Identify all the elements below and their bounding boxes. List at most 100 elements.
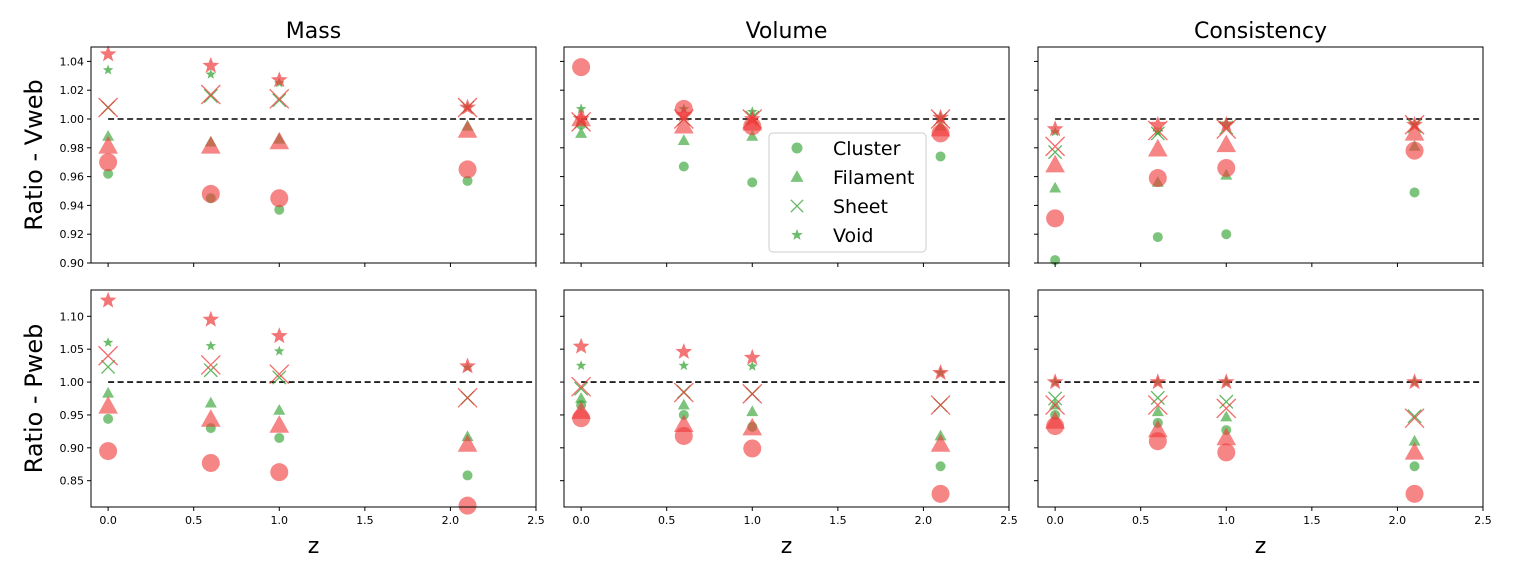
- point-red-cluster-r1-c0-1: [201, 453, 220, 472]
- point-green-cluster-r0-c0-0-shape: [103, 168, 114, 179]
- point-green-filament-r1-c2-0: [1049, 398, 1062, 410]
- x-tick-label-c2-0: 0.0: [1046, 514, 1064, 527]
- point-red-sheet-r0-c0-2-shape: [269, 88, 290, 109]
- point-green-filament-r0-c0-0: [102, 129, 115, 141]
- point-red-void-r1-c2-3: [1406, 373, 1423, 390]
- point-green-void-r1-c0-0-shape: [102, 337, 114, 348]
- legend-marker-filament-shape: [790, 170, 804, 182]
- point-red-filament-r1-c2-2: [1216, 427, 1237, 446]
- point-red-filament-r1-c0-0: [98, 396, 118, 414]
- point-green-filament-r1-c2-1: [1151, 405, 1164, 417]
- point-green-void-r0-c0-0-shape: [102, 64, 114, 75]
- point-red-cluster-r1-c1-2: [743, 439, 762, 458]
- point-red-filament-r1-c1-0: [571, 401, 591, 419]
- point-red-filament-r0-c2-1: [1147, 138, 1168, 157]
- point-red-sheet-r1-c0-0-shape: [98, 345, 119, 366]
- point-green-void-r1-c1-1: [678, 360, 690, 371]
- point-red-filament-r1-c2-0: [1045, 411, 1065, 429]
- x-tick-label-c1-1: 0.5: [658, 514, 676, 527]
- point-red-sheet-r1-c1-3: [930, 395, 951, 416]
- point-green-filament-r0-c1-1-shape: [677, 134, 690, 146]
- point-red-filament-r1-c0-3-shape: [457, 434, 478, 452]
- point-red-filament-r1-c2-0-shape: [1045, 411, 1065, 429]
- point-green-sheet-r0-c0-2-shape: [272, 93, 287, 108]
- point-red-void-r1-c0-1-shape: [202, 310, 220, 327]
- point-green-filament-r1-c2-0-shape: [1049, 398, 1062, 410]
- point-green-cluster-r0-c1-3: [935, 151, 946, 162]
- column-title-consistency: Consistency: [1194, 19, 1327, 44]
- point-red-sheet-r1-c1-2-shape: [742, 383, 763, 404]
- point-green-void-r0-c1-0-shape: [575, 103, 587, 114]
- x-axis-label-c0: z: [308, 534, 320, 559]
- point-red-cluster-r0-c2-3-shape: [1405, 141, 1424, 160]
- panel-r1-c2: 0.0 0.5 1.0 1.5 2.0 2.5: [1034, 289, 1492, 527]
- y-tick-label-r1-4: 1.05: [60, 343, 85, 356]
- point-red-void-r0-c2-1: [1149, 115, 1167, 132]
- point-green-sheet-r0-c0-1-shape: [203, 88, 218, 104]
- x-tick-label-c0-3: 1.5: [356, 514, 374, 527]
- point-red-filament-r0-c2-2-shape: [1216, 134, 1237, 153]
- point-green-cluster-r0-c2-1: [1152, 232, 1163, 243]
- point-red-void-r0-c1-3: [932, 108, 949, 125]
- point-green-sheet-r1-c2-1: [1150, 390, 1165, 405]
- point-green-filament-r1-c1-0: [575, 392, 588, 403]
- point-green-sheet-r1-c2-3: [1407, 409, 1422, 424]
- x-axis-label-c1: z: [781, 534, 793, 559]
- point-green-filament-r1-c2-2: [1220, 410, 1233, 422]
- point-green-filament-r0-c0-0-shape: [102, 129, 115, 141]
- x-tick-label-c0-1: 0.5: [185, 514, 203, 527]
- point-red-sheet-r0-c0-0: [98, 97, 119, 118]
- panel-bg-r1-c1: [564, 290, 1009, 507]
- point-green-cluster-r1-c0-2: [274, 432, 285, 443]
- point-red-sheet-r1-c1-2: [742, 383, 763, 404]
- point-green-filament-r1-c2-1-shape: [1151, 405, 1164, 417]
- legend: Cluster Filament Sheet Void: [768, 132, 927, 253]
- point-green-cluster-r0-c1-3-shape: [935, 151, 946, 162]
- column-title-mass: Mass: [286, 19, 341, 44]
- legend-item-cluster: Cluster: [791, 138, 901, 160]
- point-red-void-r1-c2-2-shape: [1217, 373, 1235, 390]
- labels-layer: Mass Volume Consistency Ratio - Vweb Ratio -…: [20, 19, 1327, 559]
- point-green-filament-r1-c2-3-shape: [1408, 434, 1421, 446]
- point-red-void-r0-c1-2: [743, 110, 761, 127]
- point-red-filament-r1-c2-2-shape: [1216, 427, 1237, 446]
- x-tick-label-c2-2: 1.0: [1218, 514, 1236, 527]
- point-green-filament-r1-c0-0-shape: [102, 386, 115, 398]
- point-green-cluster-r0-c2-3-shape: [1409, 187, 1420, 198]
- point-red-cluster-r0-c0-2-shape: [270, 189, 289, 208]
- legend-marker-filament: [790, 170, 804, 182]
- column-title-volume: Volume: [746, 19, 828, 44]
- point-red-void-r1-c0-3-shape: [459, 357, 476, 374]
- point-red-sheet-r1-c0-2-shape: [269, 364, 290, 385]
- point-green-cluster-r1-c1-3: [935, 461, 946, 472]
- point-green-sheet-r1-c2-2-shape: [1219, 394, 1234, 409]
- point-red-filament-r0-c2-1-shape: [1147, 138, 1168, 157]
- point-green-sheet-r0-c2-0-shape: [1048, 145, 1063, 160]
- point-green-sheet-r1-c0-2-shape: [272, 370, 287, 385]
- panel-frame-r1-c1: [563, 289, 1010, 508]
- point-green-filament-r0-c2-0-shape: [1049, 181, 1062, 193]
- point-red-sheet-r1-c2-1: [1147, 395, 1168, 416]
- point-green-cluster-r1-c1-3-shape: [935, 461, 946, 472]
- point-green-void-r1-c1-1-shape: [678, 360, 690, 371]
- panel-frame-r1-c0: [90, 289, 537, 508]
- point-red-filament-r0-c0-2-shape: [269, 131, 290, 150]
- point-red-void-r1-c2-0-shape: [1046, 373, 1064, 390]
- point-green-sheet-r1-c1-0: [574, 381, 589, 396]
- panel-bg-r1-c2: [1038, 290, 1483, 507]
- point-red-void-r0-c0-0-shape: [99, 45, 117, 62]
- point-red-cluster-r1-c2-3: [1405, 484, 1424, 503]
- point-red-void-r0-c1-0: [572, 110, 590, 127]
- point-green-sheet-r1-c0-0: [101, 359, 116, 375]
- point-red-filament-r1-c0-1-shape: [200, 409, 221, 427]
- point-red-void-r1-c1-1: [675, 343, 693, 359]
- point-red-filament-r1-c1-3-shape: [930, 434, 951, 452]
- point-green-filament-r1-c0-0: [102, 386, 115, 398]
- point-green-void-r0-c1-0: [575, 103, 587, 114]
- point-red-filament-r0-c0-3: [457, 120, 478, 138]
- point-green-void-r0-c0-1: [205, 68, 217, 79]
- x-axis-label-c2: z: [1255, 534, 1267, 559]
- point-red-void-r0-c0-3-shape: [459, 98, 476, 115]
- point-red-void-r1-c0-2-shape: [270, 327, 288, 344]
